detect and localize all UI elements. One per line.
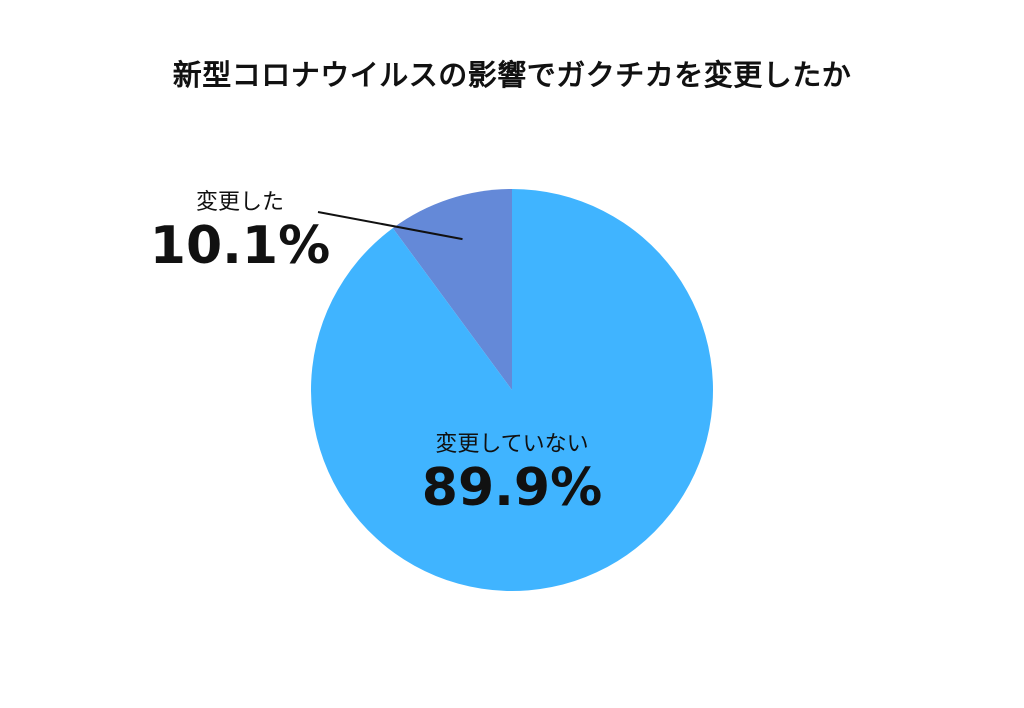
chart-title: 新型コロナウイルスの影響でガクチカを変更したか	[172, 58, 852, 92]
slice-label-unchanged: 変更していない 89.9%	[362, 426, 662, 518]
pie-slices	[310, 189, 713, 591]
slice-value-unchanged: 89.9%	[421, 458, 603, 518]
pie-slice-unchanged	[310, 189, 713, 591]
slice-label-changed: 変更した 10.1%	[140, 184, 340, 276]
pie-slice-changed	[392, 189, 512, 390]
slice-name-changed: 変更した	[195, 190, 284, 215]
slice-name-unchanged: 変更していない	[435, 432, 589, 457]
leader-line-changed	[317, 211, 463, 241]
slice-value-changed: 10.1%	[149, 216, 331, 276]
